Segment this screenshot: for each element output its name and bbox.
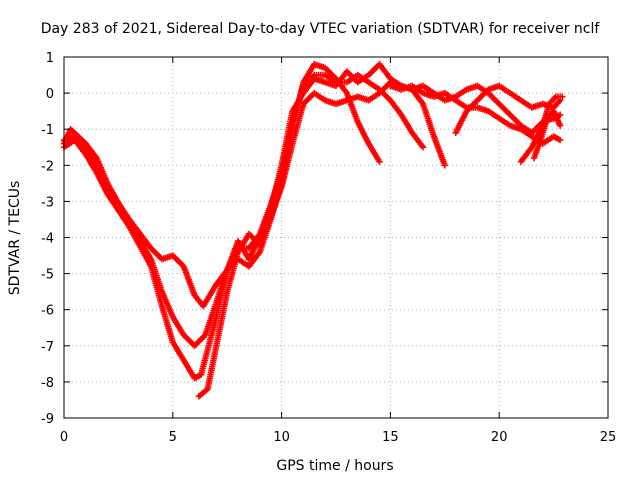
satellite-track-7 [517, 93, 566, 165]
x-tick-label: 10 [273, 430, 290, 445]
y-tick-label: 0 [46, 87, 54, 102]
y-tick-label: -5 [41, 268, 54, 283]
x-axis-label: GPS time / hours [276, 458, 393, 474]
data-point-marker [556, 136, 564, 144]
y-tick-label: -3 [41, 195, 54, 210]
data-point-marker [559, 93, 566, 100]
x-tick-label: 15 [382, 430, 399, 445]
x-tick-label: 0 [60, 430, 68, 445]
data-point-marker [441, 162, 448, 169]
satellite-track-6 [387, 82, 564, 147]
grid-lines [64, 57, 608, 418]
y-tick-label: -1 [41, 123, 54, 138]
data-point-marker [419, 144, 427, 151]
chart-title: Day 283 of 2021, Sidereal Day-to-day VTE… [41, 21, 601, 37]
x-tick-label: 20 [491, 430, 508, 445]
data-point-marker [376, 158, 383, 165]
data-point-marker [556, 122, 564, 129]
y-axis-label: SDTVAR / TECUs [7, 181, 23, 296]
y-tick-label: 1 [46, 51, 54, 66]
y-tick-label: -7 [41, 340, 54, 355]
y-tick-label: -2 [41, 159, 54, 174]
y-tick-label: -4 [41, 232, 54, 247]
y-tick-label: -8 [41, 376, 54, 391]
satellite-track-8 [530, 107, 564, 162]
y-tick-label: -6 [41, 304, 54, 319]
axis-ticks: 0 5 10 15 20 25 -9 -8 -7 -6 -5 -4 -3 -2 -1 0 1 [41, 51, 616, 445]
data-points [60, 61, 566, 400]
y-tick-label: -9 [41, 412, 54, 427]
x-tick-label: 5 [169, 430, 177, 445]
x-tick-label: 25 [600, 430, 617, 445]
